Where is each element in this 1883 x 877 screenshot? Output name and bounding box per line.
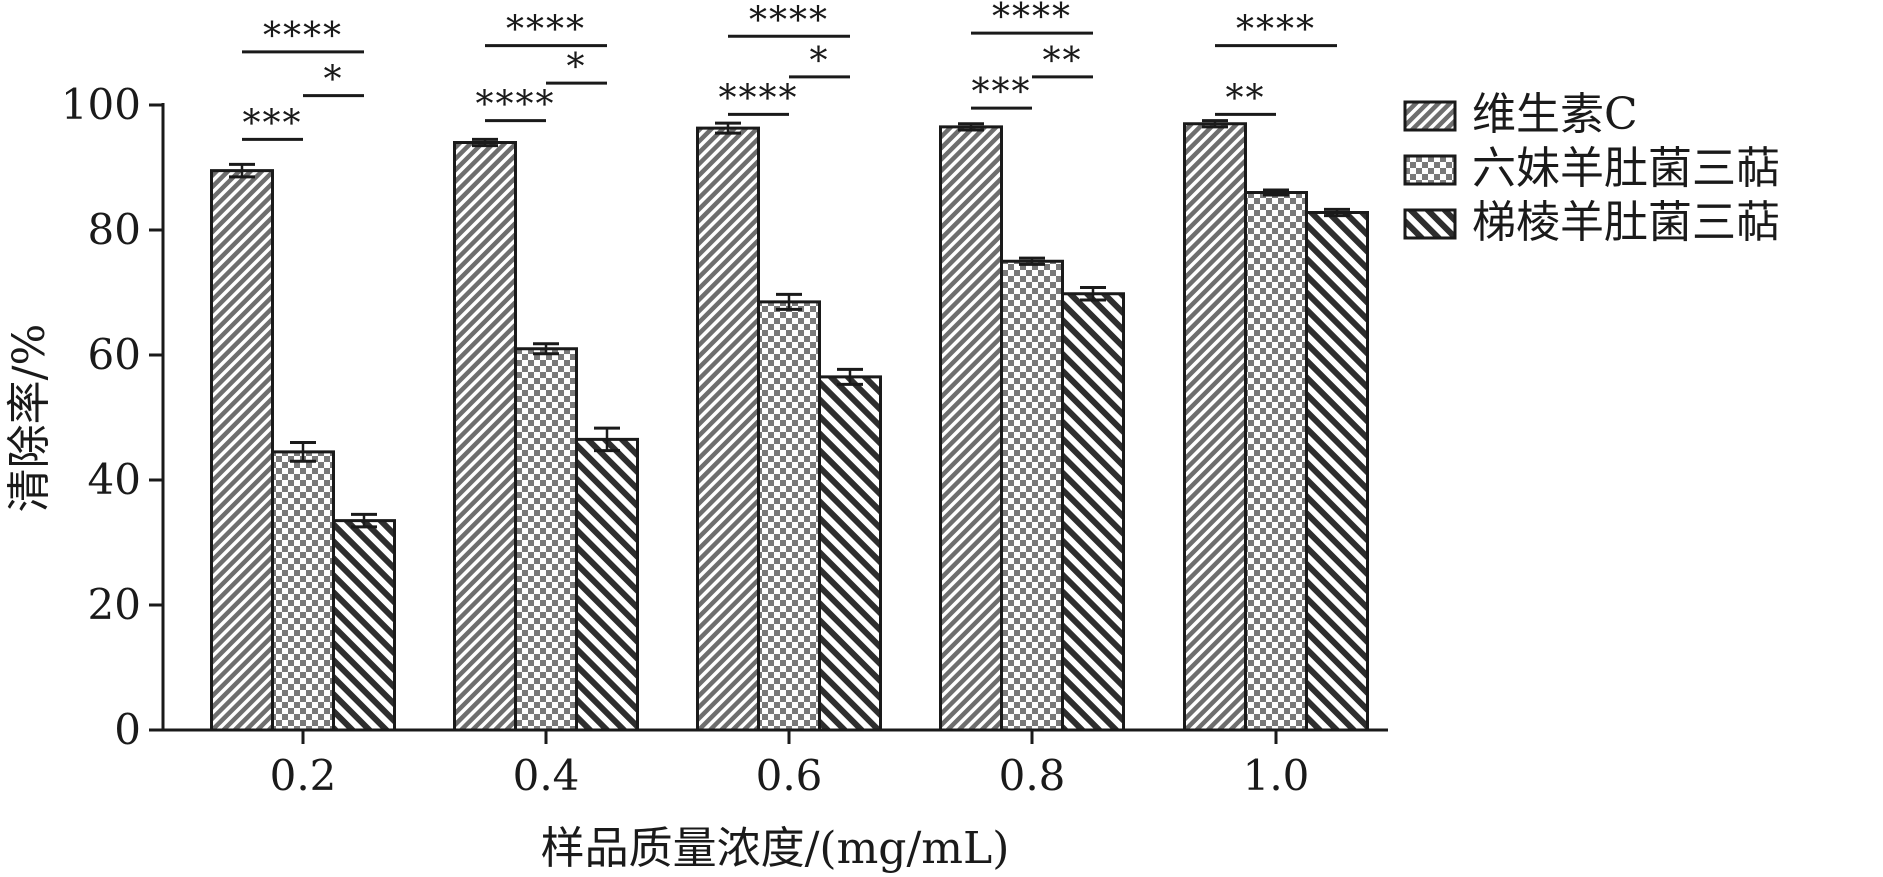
- significance-label: ****: [263, 16, 343, 57]
- y-tick-label: 40: [88, 455, 141, 504]
- significance-label: *: [324, 60, 344, 101]
- significance-label: ****: [992, 0, 1072, 38]
- significance-label: *: [567, 47, 587, 88]
- bars: [210, 119, 1369, 732]
- bar: [332, 519, 396, 732]
- significance-label: **: [1226, 78, 1266, 119]
- significance-label: *: [810, 41, 830, 82]
- significance-label: ***: [972, 72, 1032, 113]
- bar: [271, 450, 335, 732]
- significance-label: **: [1043, 41, 1083, 82]
- legend-label: 六妹羊肚菌三萜: [1472, 143, 1780, 194]
- legend-label: 梯棱羊肚菌三萜: [1472, 197, 1780, 248]
- y-tick-label: 80: [88, 205, 141, 254]
- bar: [1183, 122, 1247, 732]
- y-ticks: 0 20 40 60 80 100: [61, 80, 163, 754]
- x-axis-title: 样品质量浓度/(mg/mL): [541, 823, 1010, 874]
- y-tick-label: 20: [88, 580, 141, 629]
- bar: [757, 300, 821, 732]
- significance-label: ****: [719, 78, 799, 119]
- bar: [453, 141, 517, 732]
- bar: [696, 126, 760, 732]
- bar: [210, 169, 274, 732]
- bar: [1000, 259, 1064, 732]
- bar: [1305, 211, 1369, 732]
- significance-label: ***: [243, 103, 303, 144]
- bar: [514, 347, 578, 732]
- x-tick-label: 0.2: [270, 751, 337, 800]
- bar: [1061, 292, 1125, 732]
- bar: [575, 437, 639, 732]
- bar: [1244, 191, 1308, 732]
- significance-label: ****: [749, 0, 829, 41]
- legend-swatch: [1403, 100, 1457, 132]
- legend-swatch: [1403, 154, 1457, 186]
- x-tick-label: 0.4: [513, 751, 580, 800]
- y-tick-label: 100: [61, 80, 141, 129]
- x-tick-label: 0.6: [756, 751, 823, 800]
- y-tick-label: 60: [88, 330, 141, 379]
- x-tick-label: 0.8: [999, 751, 1066, 800]
- bar: [939, 125, 1003, 732]
- significance-label: ****: [476, 85, 556, 126]
- x-ticks: 0.2 0.4 0.6 0.8 1.0: [270, 730, 1310, 800]
- legend-swatch: [1403, 208, 1457, 240]
- legend-label: 维生素C: [1472, 89, 1638, 140]
- bar: [818, 375, 882, 732]
- y-tick-label: 0: [114, 705, 141, 754]
- y-axis-title: 清除率/%: [4, 324, 55, 513]
- x-tick-label: 1.0: [1243, 751, 1310, 800]
- significance-label: ****: [1236, 10, 1316, 51]
- significance-annotations: ****************************************…: [242, 0, 1337, 144]
- significance-label: ****: [506, 10, 586, 51]
